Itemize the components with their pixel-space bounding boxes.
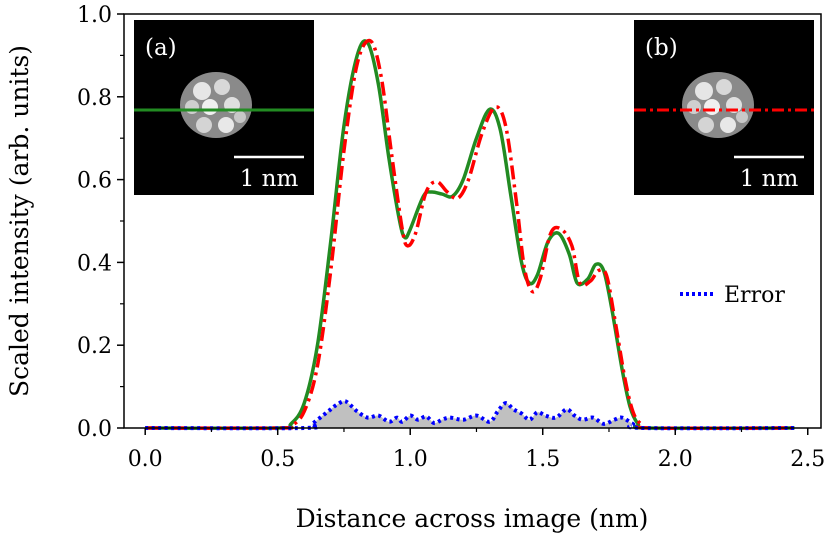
series-error-fill — [145, 401, 795, 429]
legend-error-label: Error — [724, 283, 785, 308]
y-axis-label: Scaled intensity (arb. units) — [5, 45, 34, 397]
x-tick-label: 1.0 — [393, 447, 428, 472]
x-tick-label: 1.5 — [525, 447, 560, 472]
y-tick-label: 0.0 — [77, 417, 112, 442]
y-tick-label: 0.8 — [77, 86, 112, 111]
inset-a-label: (a) — [145, 35, 177, 61]
inset-image-b: (b) 1 nm — [634, 20, 814, 195]
y-tick-label: 0.2 — [77, 334, 112, 359]
x-tick-label: 0.0 — [128, 447, 163, 472]
inset-b-label: (b) — [645, 35, 678, 61]
inset-image-a: (a) 1 nm — [134, 20, 314, 195]
plot-area — [145, 38, 795, 431]
inset-b-particle — [682, 72, 754, 138]
inset-a-scale-text: 1 nm — [240, 166, 299, 192]
inset-b-scale-text: 1 nm — [740, 166, 799, 192]
x-tick-label: 0.5 — [260, 447, 295, 472]
x-tick-label: 2.0 — [658, 447, 693, 472]
x-tick-label: 2.5 — [790, 447, 825, 472]
y-tick-label: 0.6 — [77, 169, 112, 194]
legend: Error — [680, 283, 785, 308]
series-error-line — [145, 399, 795, 431]
inset-a-particle — [180, 72, 252, 138]
x-axis-label: Distance across image (nm) — [296, 504, 649, 533]
series-profile-a-line — [145, 39, 795, 431]
y-tick-label: 0.4 — [77, 251, 112, 276]
ticks: 0.0 0.5 1.0 1.5 2.0 2.5 0.0 0.2 0.4 0.6 0.8 1.0 — [77, 3, 825, 472]
y-tick-label: 1.0 — [77, 3, 112, 28]
